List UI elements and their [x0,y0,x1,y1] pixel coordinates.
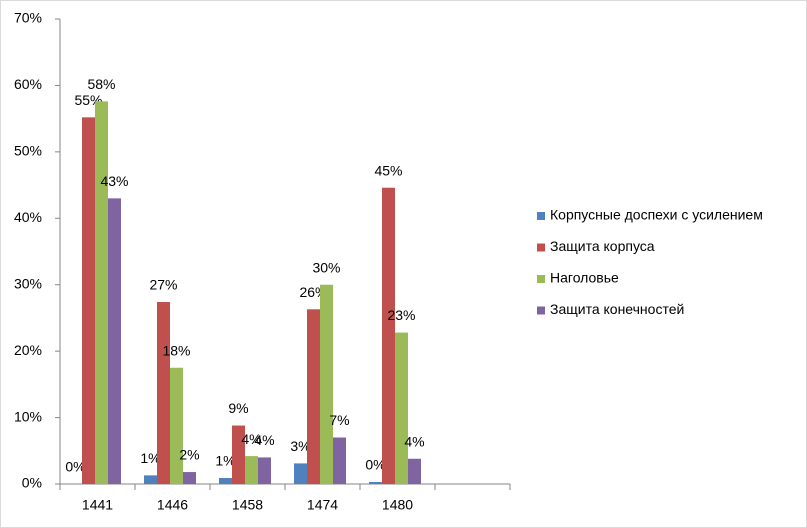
legend-swatch [537,243,545,252]
data-label: 2% [179,447,199,463]
legend-label: Наголовье [550,270,619,286]
data-label: 3% [290,438,310,454]
y-tick-label: 10% [14,408,42,424]
y-tick-label: 20% [14,342,42,358]
data-label: 7% [329,412,349,428]
y-tick-label: 0% [22,475,42,491]
bar [108,198,121,484]
bar [232,425,245,484]
data-label: 27% [149,277,177,293]
data-label: 1% [215,453,235,469]
legend-swatch [537,306,545,315]
data-label: 9% [228,400,248,416]
bar [395,332,408,484]
x-tick-label: 1474 [307,497,338,513]
legend-label: Защита корпуса [550,238,655,254]
data-label: 23% [387,307,415,323]
data-label: 30% [312,259,340,275]
bar [183,472,196,484]
bar [95,101,108,484]
y-tick-label: 50% [14,143,42,159]
legend-label: Корпусные доспехи с усилением [550,207,763,223]
bar [294,463,307,484]
legend-swatch [537,212,545,220]
bar [82,117,95,485]
legend-label: Защита конечностей [550,301,684,317]
bar [369,482,382,484]
bar [408,458,421,484]
x-tick-label: 1446 [157,497,188,513]
data-label: 1% [140,450,160,466]
x-tick-label: 1458 [232,497,263,513]
y-tick-label: 60% [14,76,42,92]
bar [333,437,346,484]
x-tick-label: 1441 [82,497,113,513]
x-tick-label: 1480 [382,497,413,513]
bar [320,284,333,484]
bar [157,301,170,484]
data-label: 4% [254,432,274,448]
bar [307,309,320,484]
data-label: 18% [162,342,190,358]
legend-swatch [537,275,545,283]
bar [170,367,183,484]
bar [258,457,271,484]
y-tick-label: 70% [14,10,42,26]
data-label: 58% [87,76,115,92]
data-label: 0% [365,457,385,473]
data-label: 4% [241,431,261,447]
y-tick-label: 40% [14,209,42,225]
data-label: 4% [404,433,424,449]
bar [219,478,232,484]
bar [382,187,395,484]
bar [144,475,157,484]
data-label: 0% [65,459,85,475]
bar [245,456,258,484]
data-label: 43% [100,173,128,189]
y-tick-label: 30% [14,275,42,291]
data-label: 45% [374,162,402,178]
